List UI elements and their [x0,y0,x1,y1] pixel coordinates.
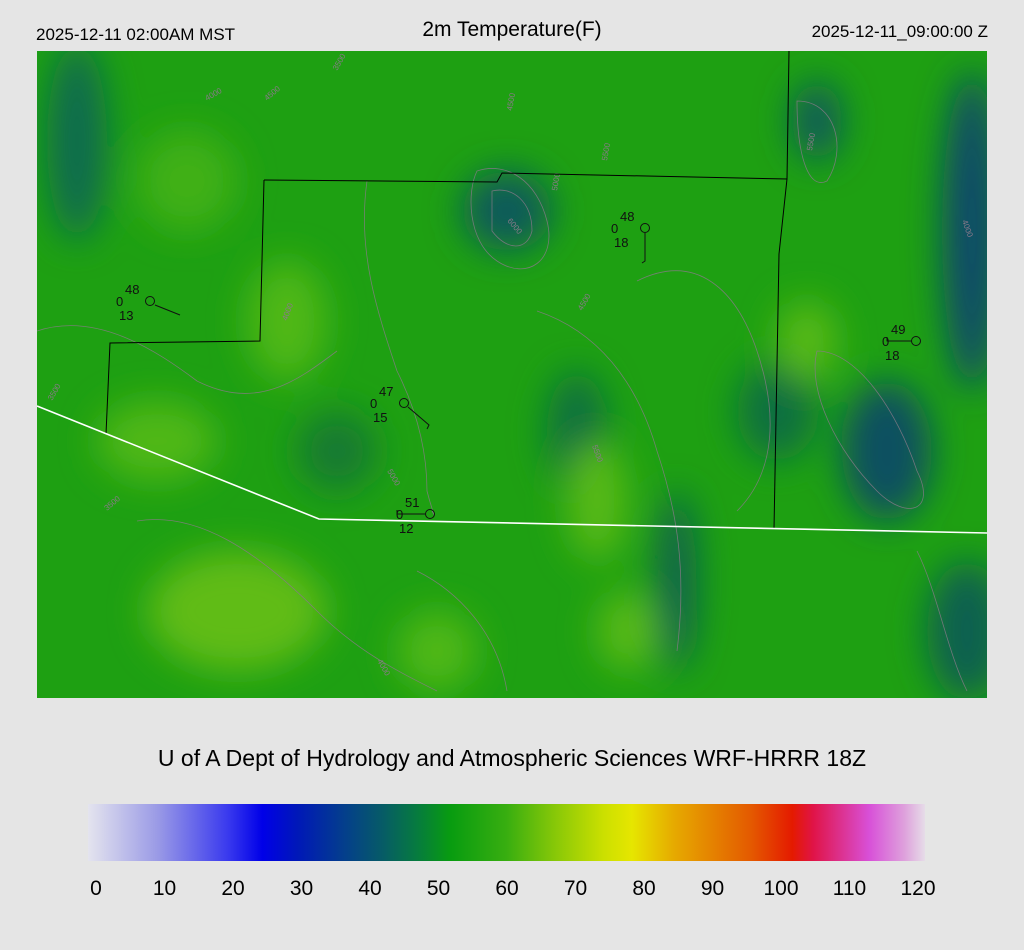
county-border [105,179,265,435]
station-temperature: 49 [891,322,905,337]
credit-label: U of A Dept of Hydrology and Atmospheric… [157,745,867,771]
station-precip: 0 [396,507,403,522]
colorbar-tick-label: 70 [563,877,588,900]
station-dewpoint: 18 [614,235,628,250]
colorbar-tick-label: 50 [426,877,451,900]
station-temperature: 51 [405,495,419,510]
wind-barb-icon [396,510,425,515]
temperature-variations [47,51,987,698]
colorbar-tick-label: 0 [90,877,102,900]
wind-barb-icon [407,406,430,430]
colorbar-tick-label: 10 [152,877,177,900]
station-circle-icon [399,398,409,408]
wind-barb-icon [886,337,912,342]
wind-barb-icon [154,304,181,316]
map-title: 2m Temperature(F) [422,18,602,41]
elevation-contours [37,100,968,692]
station-precip: 0 [116,294,123,309]
colorbar-tick-label: 80 [632,877,656,900]
station-temperature: 47 [379,384,393,399]
station-circle-icon [640,223,650,233]
station-circle-icon [425,509,435,519]
station-precip: 0 [370,396,377,411]
county-border [773,178,788,530]
contour-label: 5500 [600,142,612,162]
colorbar-tick-label: 20 [221,877,245,900]
station-temperature: 48 [125,282,139,297]
colorbar-tick-label: 30 [289,877,314,900]
colorbar [88,804,925,861]
station-dewpoint: 12 [399,521,413,536]
wind-barb-icon [641,233,646,264]
station-dewpoint: 18 [885,348,899,363]
station-precip: 0 [882,334,889,349]
colorbar-tick-label: 40 [358,877,382,900]
station-temperature: 48 [620,209,634,224]
colorbar-tick-label: 90 [700,877,725,900]
station-dewpoint: 15 [373,410,387,425]
contour-label: 5500 [805,132,817,152]
colorbar-tick-label: 100 [763,877,799,900]
contour-label: 5000 [550,172,562,192]
station-dewpoint: 13 [119,308,133,323]
county-border [263,51,790,183]
colorbar-gradient [88,804,925,861]
utc-time-label: 2025-12-11_09:00:00 Z [811,22,988,41]
local-time-label: 2025-12-11 02:00AM MST [36,25,236,44]
colorbar-tick-label: 110 [832,877,867,900]
state-border [37,405,987,534]
colorbar-tick-label: 120 [900,877,936,900]
colorbar-tick-label: 60 [495,877,519,900]
station-circle-icon [145,296,155,306]
contour-label: 4500 [505,92,517,112]
station-precip: 0 [611,221,618,236]
